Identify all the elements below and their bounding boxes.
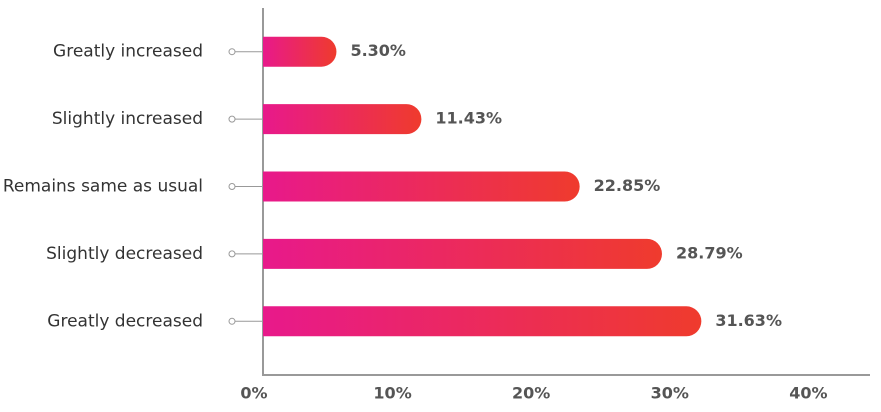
value-label: 5.30%: [350, 41, 406, 60]
category-label: Greatly increased: [53, 42, 203, 62]
x-tick-label: 30%: [651, 384, 689, 403]
value-label: 31.63%: [715, 311, 782, 330]
category-label: Remains same as usual: [3, 177, 203, 197]
x-tick-label: 10%: [373, 384, 411, 403]
connector-dot: [228, 317, 236, 325]
bar: [263, 104, 422, 135]
bar: [263, 306, 702, 337]
x-tick-label: 40%: [789, 384, 827, 403]
x-tick-label: 0%: [240, 384, 267, 403]
connector-dot: [228, 48, 236, 56]
category-label: Greatly decreased: [47, 311, 203, 331]
bar: [263, 36, 337, 67]
bar: [263, 238, 662, 269]
connector-dot: [228, 250, 236, 258]
value-label: 22.85%: [594, 176, 661, 195]
x-tick-label: 20%: [512, 384, 550, 403]
category-label: Slightly increased: [52, 109, 203, 129]
value-label: 11.43%: [435, 109, 502, 128]
bar: [263, 171, 580, 202]
value-label: 28.79%: [676, 243, 743, 262]
connector-dot: [228, 183, 236, 190]
connector-dot: [228, 115, 236, 123]
category-label: Slightly decreased: [46, 244, 203, 264]
